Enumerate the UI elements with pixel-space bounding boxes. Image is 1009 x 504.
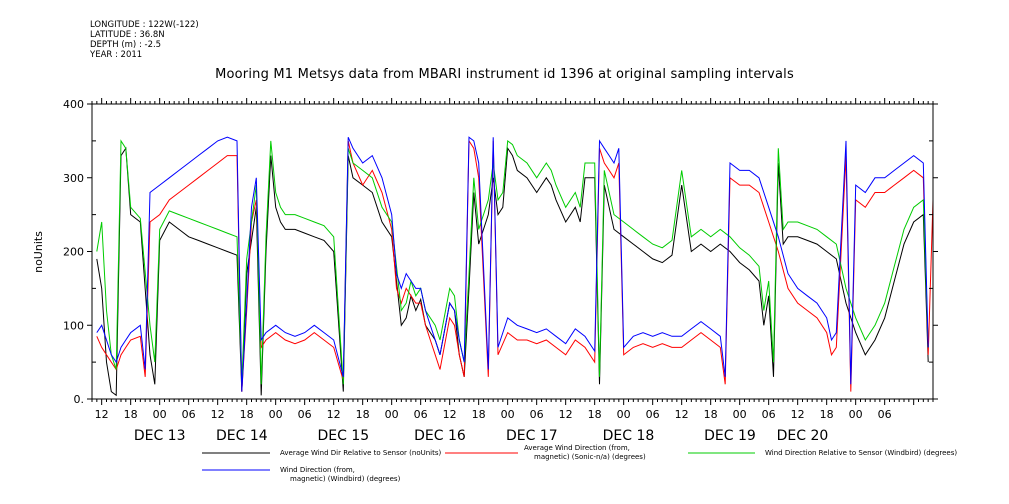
x-hour-label: 18 <box>820 408 834 421</box>
x-hour-label: 00 <box>153 408 167 421</box>
legend: Average Wind Dir Relative to Sensor (noU… <box>202 444 957 483</box>
x-hour-label: 18 <box>472 408 486 421</box>
axis-layer: 0. 100 200 300 400 12 18 00 06 12 18 00 06 12 18 00 06 12… <box>63 98 938 444</box>
x-date-label: DEC 17 <box>506 428 558 444</box>
metadata-block: LONGITUDE : 122W(-122) LATITUDE : 36.8N … <box>90 20 199 60</box>
depth-label: DEPTH (m) : -2.5 <box>90 40 162 50</box>
x-hour-label: 00 <box>269 408 283 421</box>
legend-label-2: Average Wind Direction (from, <box>524 444 630 452</box>
y-tick-label: 400 <box>63 98 84 111</box>
x-date-label: DEC 18 <box>603 428 655 444</box>
x-hour-label: 12 <box>791 408 805 421</box>
x-hour-label: 12 <box>211 408 225 421</box>
x-hour-label: 18 <box>356 408 370 421</box>
x-hour-label: 18 <box>240 408 254 421</box>
x-date-label: DEC 13 <box>134 428 186 444</box>
y-tick-label: 0. <box>74 393 85 406</box>
x-hour-label: 12 <box>327 408 341 421</box>
x-hour-label: 06 <box>182 408 196 421</box>
x-hour-label: 12 <box>95 408 109 421</box>
legend-label-4: magnetic) (Windbird) (degrees) <box>290 475 401 483</box>
x-hour-label: 06 <box>298 408 312 421</box>
x-hour-label: 00 <box>733 408 747 421</box>
x-date-label: DEC 15 <box>317 428 369 444</box>
legend-label-1: Average Wind Dir Relative to Sensor (noU… <box>280 449 441 457</box>
x-date-label: DEC 16 <box>414 428 466 444</box>
x-hour-label: 00 <box>385 408 399 421</box>
legend-label-3: Wind Direction Relative to Sensor (Windb… <box>765 449 957 457</box>
series-line-4 <box>96 136 929 392</box>
longitude-label: LONGITUDE : 122W(-122) <box>90 20 199 30</box>
plot-frame <box>91 103 934 400</box>
x-hour-label: 00 <box>501 408 515 421</box>
x-hour-label: 06 <box>762 408 776 421</box>
series-layer <box>96 136 933 397</box>
series-line-2 <box>96 139 933 392</box>
x-date-label: DEC 20 <box>777 428 829 444</box>
chart-title: Mooring M1 Metsys data from MBARI instru… <box>215 67 794 82</box>
y-tick-label: 300 <box>63 172 84 185</box>
latitude-label: LATITUDE : 36.8N <box>90 30 165 40</box>
x-hour-label: 18 <box>704 408 718 421</box>
x-hour-label: 00 <box>617 408 631 421</box>
y-axis-label: noUnits <box>32 231 45 273</box>
x-hour-label: 12 <box>443 408 457 421</box>
x-hour-label: 06 <box>414 408 428 421</box>
x-hour-label: 12 <box>675 408 689 421</box>
legend-label-2: magnetic) (Sonic-n/a) (degrees) <box>534 453 646 461</box>
y-tick-label: 200 <box>63 246 84 259</box>
x-hour-label: 00 <box>849 408 863 421</box>
year-label: YEAR : 2011 <box>90 50 143 60</box>
y-tick-label: 100 <box>63 319 84 332</box>
x-hour-label: 06 <box>530 408 544 421</box>
series-line-1 <box>96 146 929 397</box>
x-hour-label: 18 <box>124 408 138 421</box>
x-hour-label: 12 <box>559 408 573 421</box>
x-hour-label: 06 <box>646 408 660 421</box>
x-date-label: DEC 14 <box>216 428 268 444</box>
x-date-label: DEC 19 <box>704 428 756 444</box>
x-hour-label: 06 <box>878 408 892 421</box>
x-hour-label: 18 <box>588 408 602 421</box>
legend-label-4: Wind Direction (from, <box>280 466 355 474</box>
series-line-3 <box>96 139 929 385</box>
